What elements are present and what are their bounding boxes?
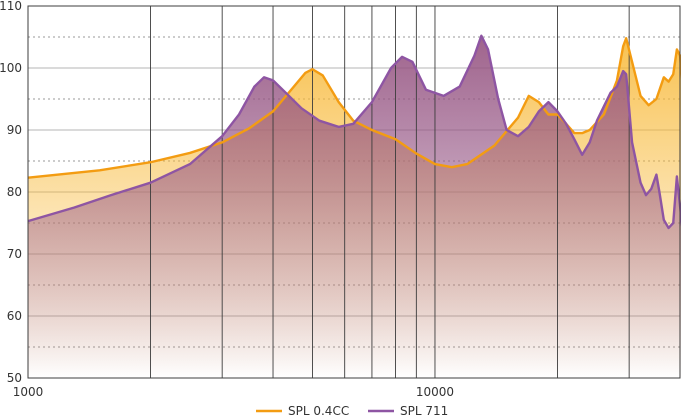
series-line-1 [27, 37, 681, 179]
legend-label-2: SPL 711 [400, 404, 448, 417]
x-gridlines-top [150, 6, 630, 378]
y-tick-label: 60 [7, 309, 22, 323]
plot-frame [27, 5, 681, 379]
legend: SPL 0.4CC SPL 711 [256, 404, 448, 417]
legend-label-1: SPL 0.4CC [288, 404, 349, 417]
x-tick-label: 1000 [13, 385, 44, 399]
series-line-2 [27, 34, 681, 230]
overlap-shading [28, 35, 681, 378]
y-tick-label: 100 [0, 61, 22, 75]
y-tick-label: 110 [0, 0, 22, 13]
x-tick-label: 10000 [416, 385, 454, 399]
series-lines [27, 34, 681, 230]
tick-labels: 50 60 70 80 90 100 110 1000 10000 [0, 0, 454, 399]
y-tick-label: 50 [7, 371, 22, 385]
y-tick-label: 90 [7, 123, 22, 137]
y-tick-label: 70 [7, 247, 22, 261]
series-areas [28, 35, 681, 378]
y-tick-label: 80 [7, 185, 22, 199]
axes [27, 5, 681, 379]
